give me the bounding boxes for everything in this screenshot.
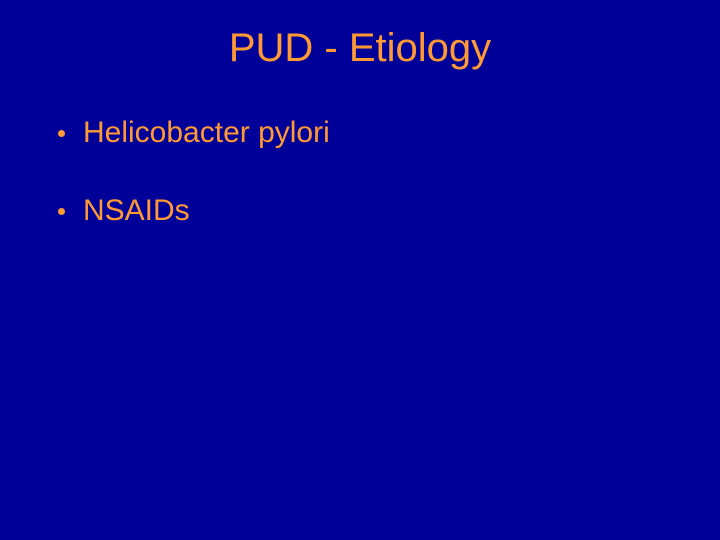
slide-container: PUD - Etiology Helicobacter pylori NSAID… (0, 0, 720, 540)
slide-title: PUD - Etiology (50, 26, 670, 71)
list-item: NSAIDs (58, 194, 670, 228)
bullet-icon (58, 130, 65, 137)
bullet-text: NSAIDs (83, 194, 190, 228)
list-item: Helicobacter pylori (58, 116, 670, 150)
bullet-text: Helicobacter pylori (83, 116, 330, 150)
bullet-icon (58, 208, 65, 215)
bullet-list: Helicobacter pylori NSAIDs (50, 116, 670, 228)
